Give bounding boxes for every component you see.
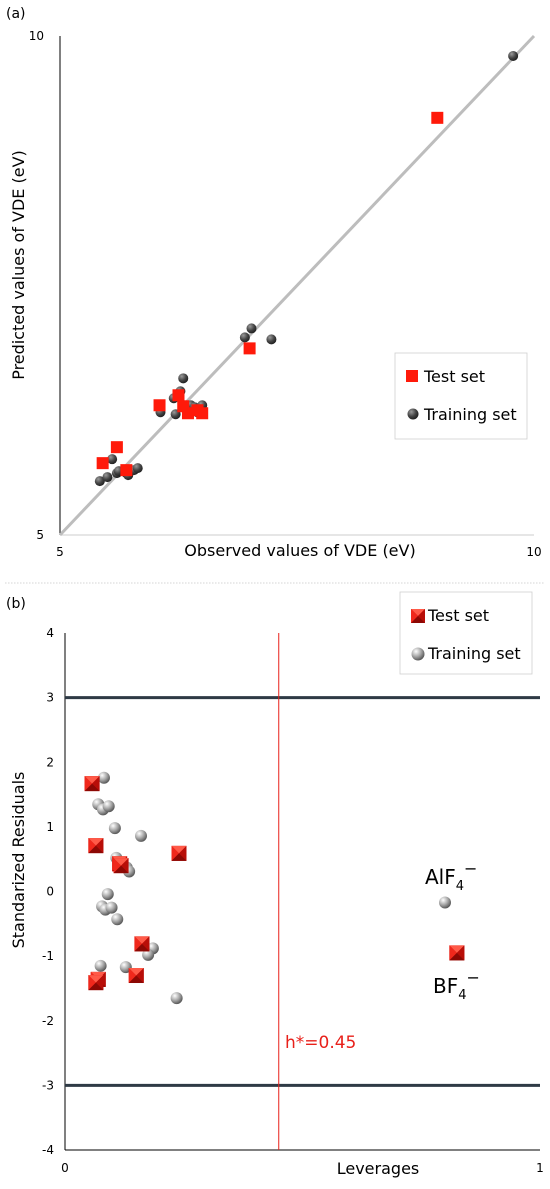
training-set-point: [266, 334, 277, 345]
test-set-point: [96, 457, 109, 470]
test-set-point: [128, 968, 144, 984]
panel-a-legend: Test set Training set: [394, 352, 528, 440]
panel-a-legend-box: [394, 352, 528, 440]
panel-b-x-tick-label: 1: [536, 1161, 544, 1175]
panel-b-y-tick-label: -3: [42, 1078, 54, 1092]
warning-leverage-label: h*=0.45: [285, 1033, 356, 1053]
panel-a-chart: (a) 5 10 5 10 Observed values of VDE (eV) P…: [6, 6, 542, 560]
panel-b-y-tick-label: -4: [42, 1143, 54, 1157]
parity-line: [58, 34, 536, 537]
panel-b-legend-training-marker: [411, 647, 425, 661]
test-set-point: [196, 407, 209, 420]
panel-b-y-tick-label: -2: [42, 1014, 54, 1028]
training-set-point: [132, 463, 143, 474]
test-set-point: [181, 407, 194, 420]
test-set-point: [243, 342, 256, 355]
panel-b-y-tick-label: -1: [42, 949, 54, 963]
test-set-point: [153, 399, 166, 412]
test-set-point: [88, 975, 104, 991]
panel-b-x-tick-label: 0: [61, 1161, 69, 1175]
training-set-point: [246, 323, 257, 334]
training-set-point: [439, 896, 451, 909]
panel-a-legend-test-label: Test set: [423, 367, 485, 386]
test-set-point: [88, 838, 104, 854]
panel-b-label: (b): [6, 596, 26, 612]
test-set-point: [120, 464, 133, 477]
test-set-point: [449, 945, 465, 961]
training-set-point: [101, 888, 114, 901]
panel-a-legend-test-marker: [406, 370, 418, 382]
training-set-point: [135, 829, 147, 842]
panel-b-y-tick-label: 4: [46, 626, 54, 640]
panel-b-y-tick-label: 0: [46, 885, 54, 899]
panel-a-legend-training-label: Training set: [423, 405, 517, 424]
panel-b-chart: (b) 0 1 -4 -3 -2 -1 0 1 2 3 4 h*=0.45 Leverages St…: [6, 591, 544, 1178]
test-set-point: [110, 441, 123, 454]
training-set-point: [102, 472, 113, 483]
panel-b-legend: Test set Training set: [399, 591, 533, 675]
test-set-point: [171, 845, 187, 861]
panel-a-label: (a): [6, 6, 26, 22]
panel-b-legend-test-label: Test set: [427, 606, 489, 625]
training-set-point: [107, 454, 118, 465]
annotation-bf4-subscript: 4: [458, 988, 466, 1003]
training-set-point: [178, 373, 189, 384]
panel-b-legend-test-marker: [411, 609, 425, 623]
annotation-alf4-base: AlF: [425, 865, 456, 889]
training-set-point: [239, 332, 250, 343]
panel-b-y-axis-title: Standarized Residuals: [9, 772, 28, 949]
annotation-bf4-superscript: −: [467, 968, 480, 987]
panel-b-legend-training-label: Training set: [427, 644, 521, 663]
annotation-bf4-base: BF: [433, 974, 458, 998]
annotation-bf4: BF4−: [433, 968, 480, 1003]
annotation-alf4: AlF4−: [425, 859, 477, 894]
training-set-point: [170, 992, 183, 1005]
panel-a-x-tick-label: 5: [56, 545, 64, 559]
panel-b-y-tick-label: 3: [46, 691, 54, 705]
training-set-point: [94, 476, 105, 487]
test-set-point: [134, 936, 150, 952]
test-set-point: [113, 858, 129, 874]
panel-a-y-tick-label: 10: [29, 29, 44, 43]
test-set-point: [431, 111, 444, 124]
panel-b-x-axis-title: Leverages: [337, 1159, 420, 1178]
training-set-point: [102, 800, 115, 813]
annotation-alf4-superscript: −: [464, 859, 477, 878]
training-set-point: [108, 822, 121, 835]
annotation-alf4-subscript: 4: [456, 879, 464, 894]
training-set-point: [142, 948, 155, 961]
panel-b-y-tick-label: 2: [46, 755, 54, 769]
panel-b-legend-test-glyph: [411, 609, 425, 623]
panel-a-legend-training-marker: [407, 408, 419, 420]
test-set-point: [84, 776, 100, 792]
test-set-point: [172, 389, 185, 402]
panel-a-y-tick-label: 5: [36, 528, 44, 542]
panel-a-x-tick-label: 10: [526, 545, 541, 559]
training-set-point: [105, 901, 118, 914]
panel-b-y-tick-label: 1: [46, 820, 54, 834]
panel-a-y-axis-title: Predicted values of VDE (eV): [9, 150, 28, 380]
training-set-point: [97, 771, 110, 784]
panel-b-legend-box: [399, 591, 533, 675]
panel-a-x-axis-title: Observed values of VDE (eV): [184, 541, 415, 560]
training-set-point: [508, 50, 519, 61]
training-set-point: [94, 959, 107, 972]
training-set-point: [111, 913, 124, 926]
